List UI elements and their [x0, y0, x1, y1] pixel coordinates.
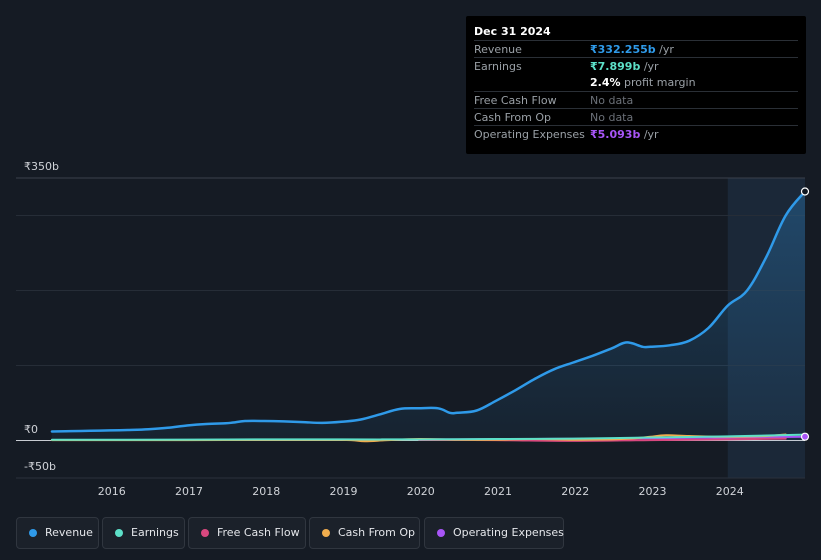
x-tick-label: 2023 [638, 485, 667, 498]
tooltip: Dec 31 2024 Revenue ₹332.255b /yr Earnin… [466, 16, 806, 154]
legend-cfo-dot [322, 529, 330, 537]
legend-opex-dot [437, 529, 445, 537]
series-line-earnings [50, 433, 806, 441]
legend-cash-from-op[interactable]: Cash From Op [309, 517, 420, 549]
legend-fcf-dot [201, 529, 209, 537]
x-tick-label: 2024 [715, 485, 744, 498]
opex-end-marker [800, 432, 810, 441]
y-label-zero: ₹0 [24, 423, 38, 436]
legend-revenue[interactable]: Revenue [16, 517, 99, 549]
legend-operating-expenses[interactable]: Operating Expenses [424, 517, 564, 549]
tooltip-row-earnings: Earnings ₹7.899b /yr [474, 57, 798, 75]
revenue-area [51, 191, 805, 441]
x-tick-label: 2021 [484, 485, 513, 498]
x-tick-label: 2017 [175, 485, 204, 498]
x-tick-label: 2019 [329, 485, 358, 498]
tooltip-row-margin: 2.4% profit margin [590, 76, 696, 89]
tooltip-date: Dec 31 2024 [474, 25, 551, 38]
legend-revenue-dot [29, 529, 37, 537]
series-line-revenue [50, 190, 807, 433]
legend-free-cash-flow[interactable]: Free Cash Flow [188, 517, 306, 549]
x-tick-label: 2016 [97, 485, 126, 498]
tooltip-row-revenue: Revenue ₹332.255b /yr [474, 40, 798, 58]
tooltip-row-opex: Operating Expenses ₹5.093b /yr [474, 125, 798, 143]
tooltip-row-fcf: Free Cash Flow No data [474, 91, 798, 109]
tooltip-row-cfo: Cash From Op No data [474, 108, 798, 126]
y-label-top: ₹350b [24, 160, 59, 173]
y-label-bottom: -₹50b [24, 460, 56, 473]
legend-earnings[interactable]: Earnings [102, 517, 185, 549]
x-tick-label: 2020 [406, 485, 435, 498]
x-tick-label: 2018 [252, 485, 281, 498]
x-tick-label: 2022 [561, 485, 590, 498]
revenue-end-marker [800, 187, 810, 196]
legend-earnings-dot [115, 529, 123, 537]
